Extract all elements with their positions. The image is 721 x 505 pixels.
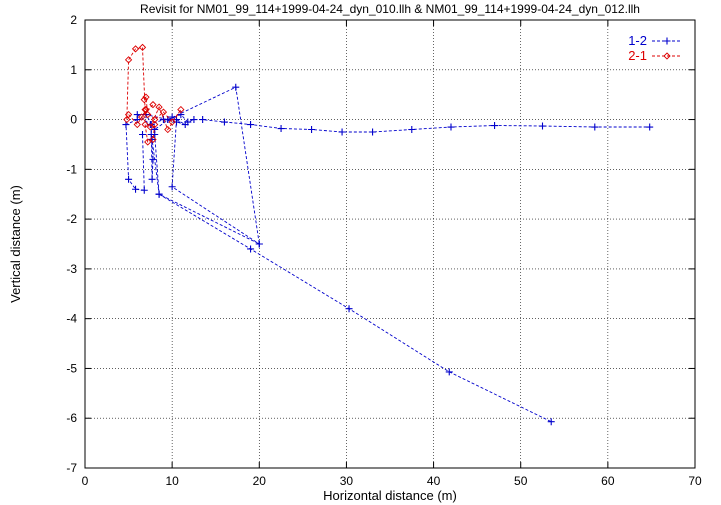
- y-tick-label: -3: [66, 262, 77, 276]
- data-point-2-1: [124, 56, 133, 64]
- data-point-1-2: [277, 125, 285, 133]
- data-point-1-2: [547, 418, 555, 426]
- data-point-2-1: [142, 93, 150, 101]
- x-axis-label: Horizontal distance (m): [323, 488, 457, 503]
- data-point-2-1: [138, 113, 146, 121]
- series-line-1-2: [150, 124, 154, 180]
- data-point-1-2: [247, 121, 255, 129]
- data-point-1-2: [125, 175, 133, 183]
- data-point-1-2: [338, 128, 346, 136]
- data-point-2-1: [149, 100, 157, 109]
- y-tick-label: -7: [66, 461, 77, 475]
- data-point-2-1: [141, 120, 149, 129]
- x-tick-label: 60: [601, 474, 615, 488]
- data-point-1-2: [149, 155, 157, 163]
- series-line-1-2: [151, 86, 260, 245]
- series-line-1-2: [125, 119, 145, 191]
- data-point-1-2: [539, 122, 546, 130]
- y-tick-label: 1: [70, 63, 77, 77]
- x-tick-label: 20: [253, 474, 267, 488]
- data-point-1-2: [445, 368, 453, 376]
- x-tick-label: 10: [165, 474, 179, 488]
- data-point-1-2: [168, 183, 176, 191]
- plot-background: [85, 20, 695, 468]
- data-point-1-2: [255, 240, 263, 248]
- data-point-2-1: [144, 110, 152, 119]
- series-line-2-1: [126, 46, 146, 120]
- tick-layer: 0 10 20 30 40 50 60 70 -7 -6 -5 -4 -3 -2 -1 0 1 2: [66, 13, 702, 488]
- data-point-2-1: [144, 138, 152, 146]
- x-tick-label: 40: [427, 474, 441, 488]
- data-point-2-1: [159, 108, 168, 116]
- legend: 1-22-1: [628, 33, 682, 63]
- y-tick-label: -4: [66, 312, 77, 326]
- data-point-1-2: [184, 118, 192, 126]
- data-point-1-2: [148, 175, 156, 183]
- data-point-1-2: [139, 130, 147, 138]
- data-point-2-1: [123, 115, 131, 124]
- data-point-1-2: [345, 305, 353, 313]
- y-tick-label: -2: [66, 212, 77, 226]
- y-tick-label: -6: [66, 411, 77, 425]
- y-tick-label: 0: [70, 113, 77, 127]
- data-point-1-2: [491, 122, 499, 130]
- data-point-2-1: [177, 105, 185, 114]
- x-tick-label: 50: [514, 474, 528, 488]
- data-point-1-2: [132, 185, 140, 193]
- data-point-1-2: [151, 130, 159, 138]
- data-point-1-2: [369, 128, 377, 136]
- y-tick-label: -5: [66, 361, 77, 375]
- y-tick-label: 2: [70, 13, 77, 27]
- data-point-1-2: [232, 83, 240, 91]
- y-tick-label: -1: [66, 162, 77, 176]
- data-point-1-2: [408, 126, 416, 134]
- data-point-2-1: [151, 115, 159, 124]
- data-point-2-1: [131, 45, 140, 53]
- series-layer: [122, 43, 654, 426]
- data-point-1-2: [447, 123, 455, 131]
- x-tick-label: 0: [82, 474, 89, 488]
- data-point-2-1: [146, 123, 154, 131]
- data-point-2-1: [168, 118, 176, 126]
- data-point-1-2: [199, 116, 207, 124]
- data-point-1-2: [155, 190, 163, 198]
- data-point-1-2: [646, 123, 654, 131]
- legend-marker-1-2: [663, 37, 671, 45]
- chart-title: Revisit for NM01_99_114+1999-04-24_dyn_0…: [140, 2, 640, 16]
- data-point-2-1: [140, 96, 148, 104]
- data-point-1-2: [308, 126, 316, 134]
- data-point-1-2: [247, 245, 255, 253]
- legend-label-1-2: 1-2: [628, 33, 647, 48]
- data-point-1-2: [591, 123, 599, 131]
- data-point-2-1: [149, 135, 157, 144]
- data-point-1-2: [190, 116, 198, 124]
- x-tick-label: 70: [688, 474, 702, 488]
- y-axis-label: Vertical distance (m): [8, 185, 23, 303]
- data-point-1-2: [220, 118, 228, 126]
- legend-label-2-1: 2-1: [628, 48, 647, 63]
- data-point-2-1: [164, 125, 172, 134]
- data-point-2-1: [138, 43, 147, 52]
- series-2-1: [123, 43, 185, 146]
- data-point-1-2: [140, 186, 148, 194]
- plot-frame: [84, 19, 696, 469]
- x-tick-label: 30: [340, 474, 354, 488]
- series-line-2-1: [144, 124, 156, 143]
- data-point-2-1: [151, 120, 159, 129]
- legend-marker-2-1: [663, 52, 671, 60]
- data-point-2-1: [155, 103, 163, 111]
- data-point-2-1: [133, 120, 141, 129]
- data-point-2-1: [141, 105, 149, 114]
- data-point-2-1: [142, 105, 150, 114]
